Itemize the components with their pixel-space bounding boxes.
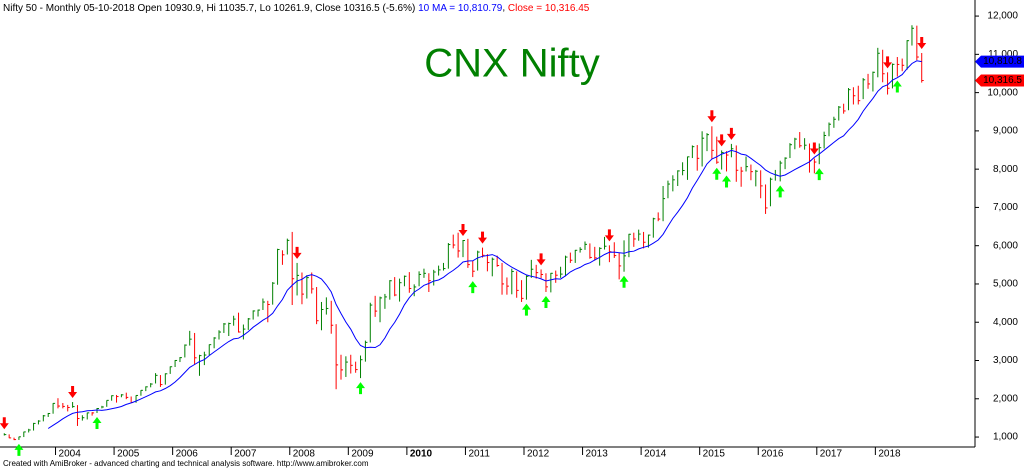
- x-tick-label: 2009: [351, 449, 374, 460]
- x-tick-label: 2006: [176, 449, 199, 460]
- x-tick-label: 2012: [527, 449, 550, 460]
- buy-arrow: [356, 382, 366, 395]
- y-tick-label: 8,000: [993, 164, 1018, 175]
- sell-arrow: [809, 142, 819, 155]
- y-tick-label: 10,000: [987, 87, 1018, 98]
- footer: Created with AmiBroker - advanced charti…: [3, 459, 369, 468]
- buy-arrow: [92, 416, 102, 429]
- y-tick-label: 5,000: [993, 279, 1018, 290]
- price-label-box: [975, 74, 1024, 87]
- sell-arrow: [604, 229, 614, 242]
- y-tick-label: 9,000: [993, 126, 1018, 137]
- sell-arrow: [68, 386, 78, 399]
- price-label: 10,810.8: [983, 56, 1022, 67]
- buy-arrow: [892, 80, 902, 93]
- buy-arrow: [541, 296, 551, 309]
- sell-arrow: [292, 246, 302, 259]
- sell-arrow: [717, 134, 727, 147]
- sell-arrow: [917, 37, 927, 50]
- buy-arrow: [521, 303, 531, 316]
- buy-arrow: [619, 275, 629, 288]
- y-tick-label: 7,000: [993, 202, 1018, 213]
- price-label-box: [975, 55, 1024, 68]
- header-info: Nifty 50 - Monthly 05-10-2018 Open 10930…: [3, 3, 415, 14]
- y-tick-label: 11,000: [988, 49, 1018, 60]
- buy-arrow: [814, 168, 824, 181]
- sell-arrow: [726, 127, 736, 140]
- moving-average: [47, 60, 922, 429]
- header: Nifty 50 - Monthly 05-10-2018 Open 10930…: [3, 3, 590, 14]
- buy-arrow: [712, 167, 722, 180]
- sell-arrow: [0, 417, 9, 430]
- sell-arrow: [458, 223, 468, 236]
- x-tick-label: 2010: [410, 449, 433, 460]
- buy-arrow: [775, 185, 785, 198]
- y-tick-label: 12,000: [987, 11, 1018, 22]
- x-tick-label: 2008: [293, 449, 316, 460]
- buy-arrow: [468, 281, 478, 294]
- price-label: 10,316.5: [983, 75, 1022, 86]
- sell-arrow: [478, 231, 488, 244]
- x-tick-label: 2017: [820, 449, 843, 460]
- header-close: Close = 10,316.45: [508, 3, 590, 14]
- x-tick-label: 2018: [878, 449, 901, 460]
- buy-arrow: [722, 175, 732, 188]
- chart-title: CNX Nifty: [424, 42, 600, 86]
- x-tick-label: 2007: [234, 449, 257, 460]
- sell-arrow: [883, 56, 893, 69]
- y-tick-label: 3,000: [993, 355, 1018, 366]
- x-tick-label: 2005: [117, 449, 140, 460]
- x-tick-label: 2011: [468, 449, 490, 460]
- sell-arrow: [707, 110, 717, 123]
- header-ma: 10 MA = 10,810.79: [418, 3, 503, 14]
- x-tick-label: 2016: [761, 449, 784, 460]
- x-tick-label: 2013: [586, 449, 609, 460]
- x-tick-label: 2014: [644, 449, 667, 460]
- y-tick-label: 1,000: [993, 432, 1018, 443]
- x-tick-label: 2004: [59, 449, 82, 460]
- y-tick-label: 4,000: [993, 317, 1018, 328]
- y-tick-label: 6,000: [993, 240, 1018, 251]
- buy-arrow: [14, 443, 24, 456]
- y-tick-label: 2,000: [993, 393, 1018, 404]
- x-tick-label: 2015: [703, 449, 726, 460]
- sell-arrow: [536, 253, 546, 266]
